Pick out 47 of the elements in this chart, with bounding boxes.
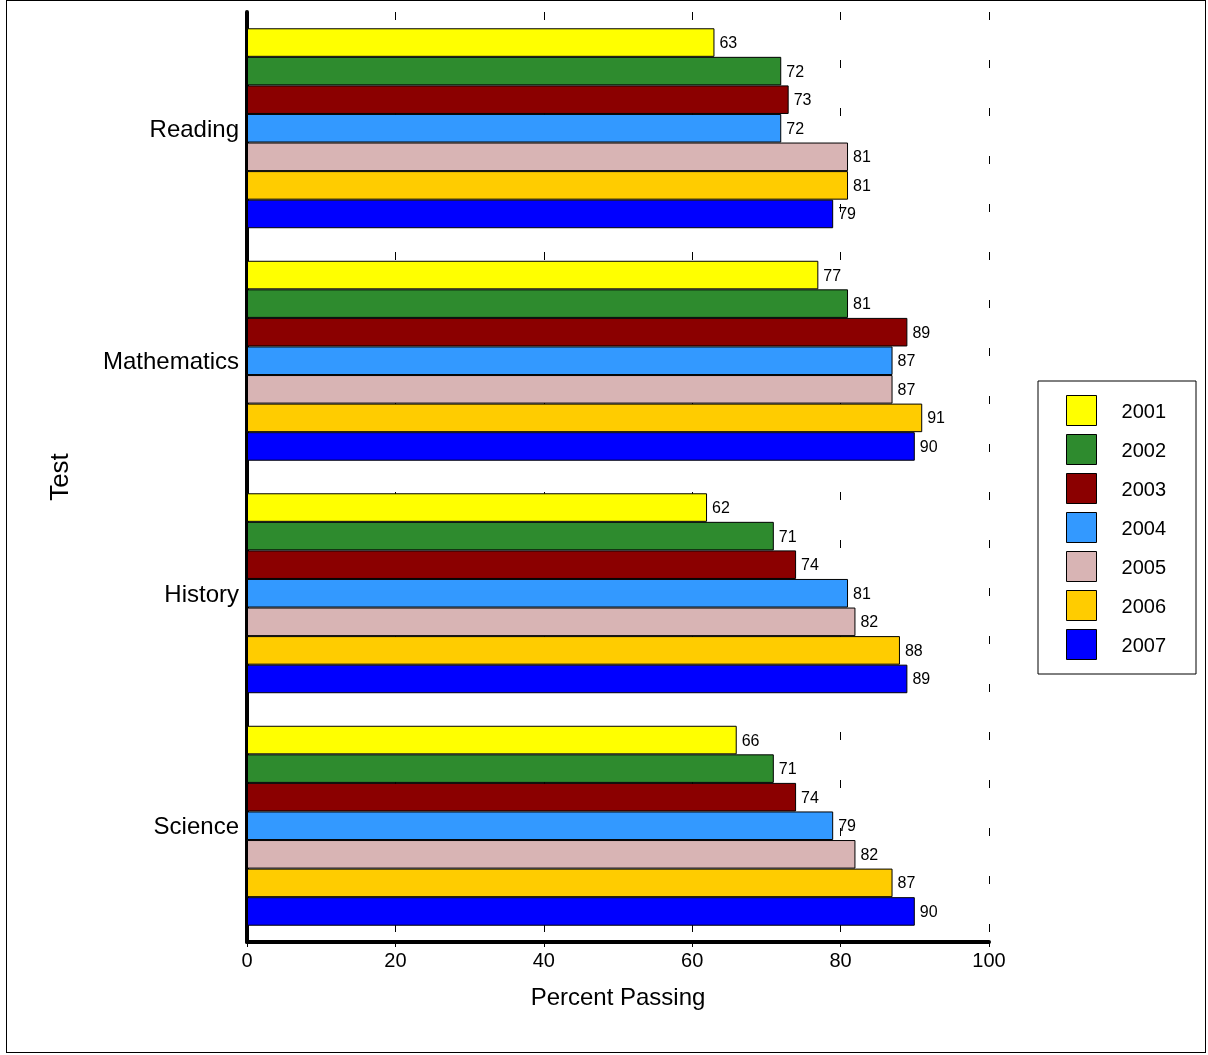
x-tick-label: 100 (972, 949, 1006, 971)
data-label: 73 (793, 91, 812, 109)
data-label: 63 (719, 34, 738, 52)
data-label: 87 (897, 874, 916, 892)
data-label: 90 (919, 437, 938, 455)
data-label: 66 (741, 731, 760, 749)
data-label: 74 (801, 556, 819, 574)
legend-label: 2006 (1121, 594, 1167, 617)
y-tick-label: Science (153, 812, 239, 840)
data-label: 71 (778, 527, 797, 545)
data-label: 72 (786, 119, 805, 137)
data-label: 91 (927, 409, 946, 427)
data-label: 81 (853, 584, 871, 602)
x-tick-label: 0 (241, 949, 253, 971)
x-tick-label: 60 (681, 949, 704, 971)
data-label: 90 (919, 902, 938, 920)
data-label: 77 (823, 266, 842, 284)
legend-label: 2007 (1121, 633, 1167, 656)
y-axis-title: Test (44, 452, 74, 501)
data-label: 79 (838, 205, 857, 223)
legend-label: 2003 (1121, 477, 1167, 500)
y-tick-label: Reading (149, 114, 239, 142)
data-label: 62 (712, 499, 730, 517)
x-axis-title: Percent Passing (530, 982, 706, 1010)
legend-label: 2002 (1121, 438, 1167, 461)
data-label: 89 (912, 670, 931, 688)
data-label: 88 (904, 641, 923, 659)
data-label: 87 (897, 352, 916, 370)
data-label: 82 (860, 845, 879, 863)
data-label: 89 (912, 323, 931, 341)
data-label: 81 (853, 176, 871, 194)
data-label: 81 (853, 148, 871, 166)
legend-label: 2005 (1121, 555, 1167, 578)
data-label: 82 (860, 613, 879, 631)
data-label: 79 (838, 817, 857, 835)
data-label: 74 (801, 788, 819, 806)
data-label: 81 (853, 295, 871, 313)
x-tick-label: 40 (532, 949, 555, 971)
y-tick-label: Mathematics (102, 347, 239, 375)
x-tick-label: 20 (384, 949, 407, 971)
legend-label: 2001 (1121, 399, 1167, 422)
y-tick-label: History (164, 579, 239, 607)
x-tick-label: 80 (829, 949, 852, 971)
legend-label: 2004 (1121, 516, 1167, 539)
data-label: 71 (778, 760, 797, 778)
data-label: 87 (897, 380, 916, 398)
data-label: 72 (786, 62, 805, 80)
